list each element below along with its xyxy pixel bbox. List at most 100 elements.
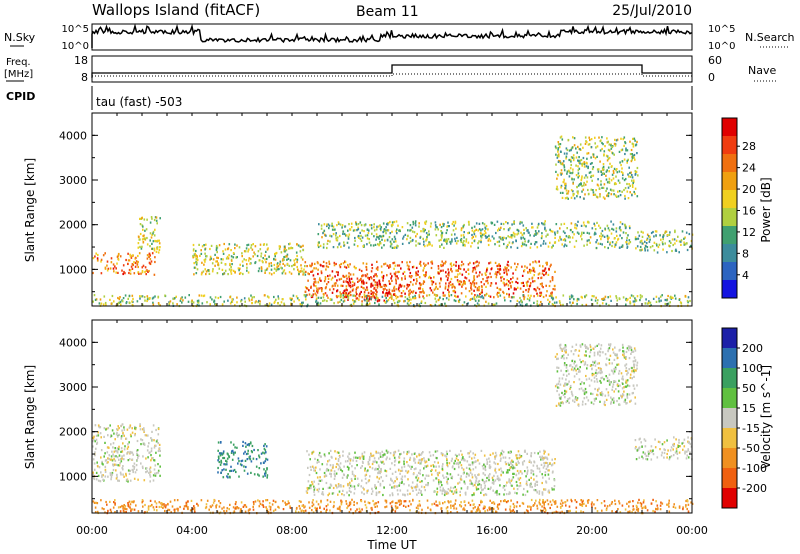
heatmap-cell xyxy=(280,301,283,304)
heatmap-cell xyxy=(551,463,554,466)
heatmap-cell xyxy=(93,435,95,438)
heatmap-cell xyxy=(629,153,632,156)
heatmap-cell xyxy=(447,288,449,291)
heatmap-cell xyxy=(454,502,456,505)
heatmap-cell xyxy=(391,479,393,482)
heatmap-cell xyxy=(136,453,139,456)
heatmap-cell xyxy=(117,258,120,261)
heatmap-cell xyxy=(227,257,230,260)
heatmap-cell xyxy=(138,252,141,255)
heatmap-cell xyxy=(464,491,467,494)
heatmap-cell xyxy=(143,429,145,432)
heatmap-cell xyxy=(577,298,580,301)
heatmap-cell xyxy=(318,223,320,226)
heatmap-cell xyxy=(475,486,478,489)
heatmap-cell xyxy=(449,449,451,452)
heatmap-cell xyxy=(486,462,488,465)
heatmap-cell xyxy=(300,500,302,503)
heatmap-cell xyxy=(466,472,468,475)
heatmap-cell xyxy=(534,489,537,492)
heatmap-cell xyxy=(553,241,556,244)
heatmap-cell xyxy=(501,449,504,452)
heatmap-cell xyxy=(530,476,532,479)
heatmap-cell xyxy=(424,221,426,224)
heatmap-cell xyxy=(489,473,491,476)
heatmap-cell xyxy=(347,292,350,295)
heatmap-cell xyxy=(619,234,621,237)
heatmap-cell xyxy=(155,444,157,447)
heatmap-cell xyxy=(596,155,598,158)
heatmap-cell xyxy=(118,298,121,301)
heatmap-cell xyxy=(454,239,457,243)
heatmap-cell xyxy=(418,471,420,474)
heatmap-cell xyxy=(510,296,513,299)
heatmap-cell xyxy=(534,502,536,505)
heatmap-cell xyxy=(263,294,266,297)
heatmap-cell xyxy=(492,501,495,504)
heatmap-cell xyxy=(244,504,247,507)
heatmap-cell xyxy=(313,262,316,265)
heatmap-cell xyxy=(410,467,412,470)
heatmap-cell xyxy=(563,166,566,169)
heatmap-cell xyxy=(559,136,562,139)
heatmap-cell xyxy=(295,295,298,298)
heatmap-cell xyxy=(448,225,450,228)
heatmap-cell xyxy=(541,284,543,288)
heatmap-cell xyxy=(560,169,563,172)
heatmap-cell xyxy=(359,278,361,282)
heatmap-cell xyxy=(393,272,396,275)
heatmap-cell xyxy=(314,457,316,460)
heatmap-cell xyxy=(165,504,167,507)
heatmap-cell xyxy=(406,235,409,238)
heatmap-cell xyxy=(376,268,379,271)
heatmap-cell xyxy=(410,275,412,278)
heatmap-cell xyxy=(105,428,107,431)
heatmap-cell xyxy=(245,505,248,508)
heatmap-cell xyxy=(572,190,574,193)
heatmap-cell xyxy=(661,294,663,297)
heatmap-cell xyxy=(318,287,320,290)
heatmap-cell xyxy=(367,291,370,294)
heatmap-cell xyxy=(541,282,543,285)
heatmap-cell xyxy=(264,474,266,477)
heatmap-cell xyxy=(122,465,124,468)
heatmap-cell xyxy=(151,247,154,250)
heatmap-cell xyxy=(112,463,114,466)
heatmap-cell xyxy=(566,170,569,173)
heatmap-cell xyxy=(291,265,293,268)
heatmap-cell xyxy=(100,471,102,474)
heatmap-cell xyxy=(475,488,478,491)
heatmap-cell xyxy=(333,302,335,305)
heatmap-cell xyxy=(114,447,116,450)
heatmap-cell xyxy=(395,271,397,274)
heatmap-cell xyxy=(228,475,231,478)
heatmap-cell xyxy=(252,457,255,460)
heatmap-cell xyxy=(340,298,343,302)
heatmap-cell xyxy=(542,286,544,289)
heatmap-cell xyxy=(439,285,441,288)
heatmap-cell xyxy=(655,230,658,233)
heatmap-cell xyxy=(388,236,391,239)
heatmap-cell xyxy=(556,505,559,508)
heatmap-cell xyxy=(554,284,556,288)
heatmap-cell xyxy=(580,158,583,162)
heatmap-cell xyxy=(215,506,217,509)
heatmap-cell xyxy=(495,271,497,274)
heatmap-cell xyxy=(484,231,487,235)
heatmap-cell xyxy=(472,281,474,284)
heatmap-cell xyxy=(127,451,129,454)
heatmap-cell xyxy=(103,455,105,458)
heatmap-cell xyxy=(406,461,408,464)
heatmap-cell xyxy=(227,247,230,250)
heatmap-cell xyxy=(417,507,420,510)
heatmap-cell xyxy=(344,225,346,228)
heatmap-cell xyxy=(409,229,411,232)
heatmap-cell xyxy=(106,269,109,272)
heatmap-cell xyxy=(534,260,537,263)
heatmap-cell xyxy=(527,231,530,234)
heatmap-cell xyxy=(392,223,394,226)
heatmap-cell xyxy=(394,470,397,473)
heatmap-cell xyxy=(317,303,320,306)
heatmap-cell xyxy=(475,228,477,231)
heatmap-cell xyxy=(446,240,449,243)
